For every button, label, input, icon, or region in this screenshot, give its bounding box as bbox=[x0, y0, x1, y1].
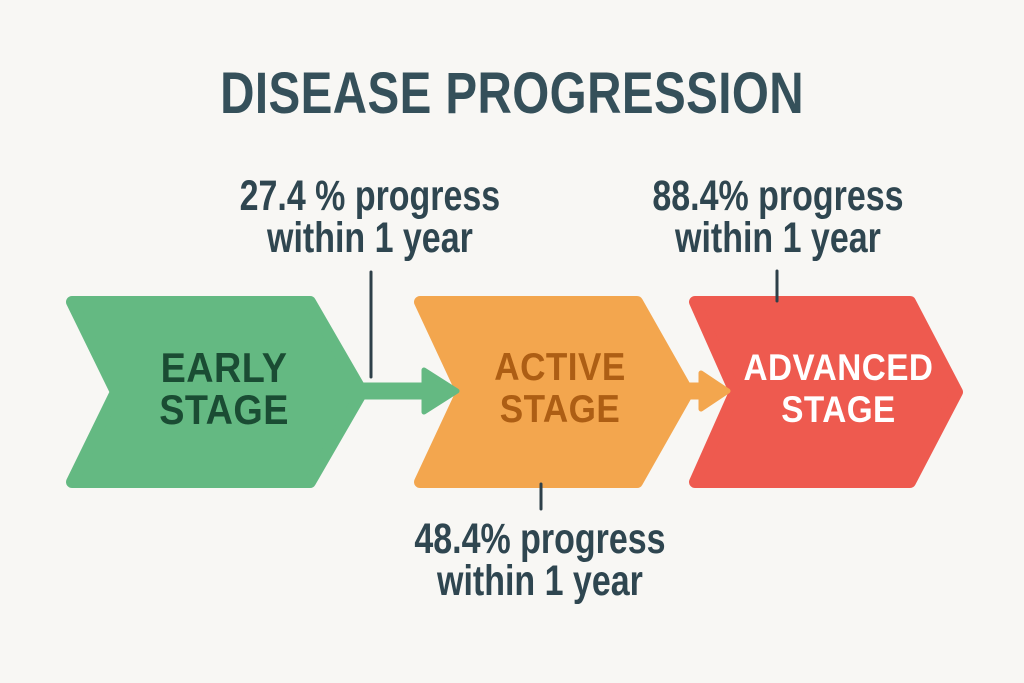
early-stage-chevron bbox=[66, 296, 368, 488]
arrow-active-to-advanced-icon bbox=[673, 370, 731, 412]
annotation-line2: within 1 year bbox=[675, 214, 881, 262]
active-stage-chevron bbox=[414, 296, 694, 488]
stage-label-line2: STAGE bbox=[780, 389, 896, 430]
stage-label-line2: STAGE bbox=[499, 388, 621, 431]
page-title: DISEASE PROGRESSION bbox=[0, 60, 1024, 127]
annotation-early-to-active: 27.4 % progress within 1 year bbox=[170, 172, 570, 262]
page-title-text: DISEASE PROGRESSION bbox=[220, 61, 804, 126]
annotation-line1: 88.4% progress bbox=[652, 172, 904, 220]
stage-label-line2: STAGE bbox=[159, 386, 289, 433]
advanced-stage-chevron bbox=[689, 296, 963, 488]
active-stage-label: ACTIVE STAGE bbox=[410, 347, 710, 431]
annotation-line1: 48.4% progress bbox=[414, 515, 666, 563]
advanced-stage-label: ADVANCED STAGE bbox=[688, 347, 988, 431]
stage-label-line1: ADVANCED bbox=[743, 347, 933, 388]
annotation-line2: within 1 year bbox=[437, 557, 643, 605]
annotation-line2: within 1 year bbox=[267, 214, 473, 262]
arrow-early-to-active-icon bbox=[347, 367, 460, 415]
early-stage-label: EARLY STAGE bbox=[74, 347, 374, 431]
stage-label-line1: ACTIVE bbox=[494, 346, 626, 389]
stage-label-line1: EARLY bbox=[160, 344, 288, 391]
annotation-active: 48.4% progress within 1 year bbox=[340, 515, 740, 605]
annotation-advanced: 88.4% progress within 1 year bbox=[578, 172, 978, 262]
annotation-line1: 27.4 % progress bbox=[239, 172, 501, 220]
